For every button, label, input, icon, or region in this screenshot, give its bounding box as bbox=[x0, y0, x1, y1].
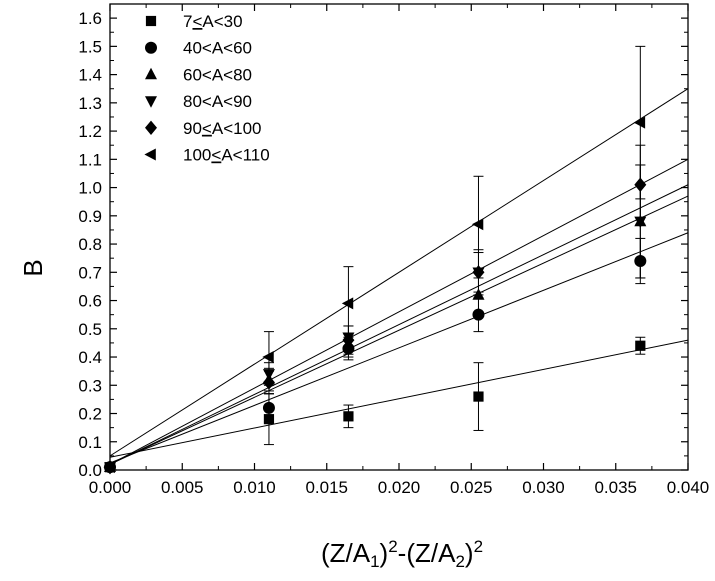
x-tick-label: 0.025 bbox=[450, 478, 493, 497]
data-point bbox=[343, 411, 354, 422]
y-tick-label: 0.1 bbox=[78, 433, 102, 452]
data-point bbox=[634, 255, 647, 268]
data-point bbox=[103, 461, 115, 474]
legend: 7<A<30 40<A<60 60<A<80 80<A<90 90<A<100 100<A… bbox=[144, 12, 270, 165]
x-axis-title: (Z/A1)2-(Z/A2)2 bbox=[321, 537, 483, 571]
legend-label: 40<A<60 bbox=[183, 39, 252, 58]
data-point bbox=[263, 414, 275, 425]
y-tick-label: 0.8 bbox=[78, 235, 102, 254]
legend-label: 100<A<110 bbox=[183, 146, 270, 165]
data-point bbox=[472, 265, 485, 280]
y-tick-label: 1.3 bbox=[78, 94, 102, 113]
y-tick-label: 0.5 bbox=[78, 320, 102, 339]
data-point bbox=[634, 216, 647, 229]
y-tick-label: 1.6 bbox=[78, 9, 102, 28]
legend-marker bbox=[145, 41, 157, 54]
data-point bbox=[473, 391, 484, 402]
fit-line bbox=[109, 158, 689, 465]
fit-line bbox=[109, 184, 689, 465]
data-point bbox=[634, 177, 647, 192]
x-tick-label: 0.000 bbox=[89, 478, 132, 497]
y-tick-label: 1.4 bbox=[78, 66, 102, 85]
data-point bbox=[262, 401, 275, 414]
legend-marker bbox=[145, 15, 157, 27]
y-tick-label: 0.0 bbox=[78, 461, 102, 480]
x-tick-label: 0.010 bbox=[233, 478, 276, 497]
legend-label: 7<A<30 bbox=[183, 12, 243, 31]
data-point bbox=[472, 308, 485, 321]
y-tick-label: 0.6 bbox=[78, 292, 102, 311]
x-tick-label: 0.005 bbox=[161, 478, 204, 497]
y-tick-label: 0.3 bbox=[78, 376, 102, 395]
y-tick-label: 0.9 bbox=[78, 207, 102, 226]
x-axis: 0.000 0.005 0.010 0.015 0.020 0.025 0.030 0.035… bbox=[89, 4, 710, 497]
x-tick-label: 0.040 bbox=[667, 478, 710, 497]
data-point bbox=[262, 375, 275, 390]
y-tick-label: 1.5 bbox=[78, 37, 102, 56]
data-point bbox=[341, 297, 354, 310]
legend-marker bbox=[145, 96, 157, 108]
y-tick-label: 0.7 bbox=[78, 263, 102, 282]
fit-line bbox=[109, 339, 689, 458]
x-tick-label: 0.035 bbox=[594, 478, 637, 497]
y-tick-label: 1.1 bbox=[78, 150, 102, 169]
data-point bbox=[342, 332, 355, 348]
y-tick-label: 0.2 bbox=[78, 405, 102, 424]
fit-line bbox=[109, 232, 689, 464]
legend-label: 80<A<90 bbox=[183, 92, 252, 111]
data-point bbox=[262, 351, 274, 364]
x-tick-label: 0.030 bbox=[522, 478, 565, 497]
data-point bbox=[262, 369, 275, 381]
fit-lines bbox=[109, 88, 689, 465]
y-axis-title: B bbox=[18, 259, 48, 276]
data-point bbox=[633, 116, 646, 129]
error-bars bbox=[263, 45, 646, 446]
legend-label: 90<A<100 bbox=[183, 119, 262, 138]
legend-marker bbox=[145, 67, 157, 80]
fit-line bbox=[109, 88, 689, 457]
data-point bbox=[471, 218, 484, 231]
x-tick-label: 0.015 bbox=[305, 478, 348, 497]
fit-line bbox=[109, 195, 689, 465]
y-tick-label: 0.4 bbox=[78, 348, 102, 367]
y-axis: 0.0 0.1 0.2 0.3 0.4 0.5 0.6 0.7 0.8 0.9 1.0 1.1 1.2 1… bbox=[78, 9, 688, 480]
data-point bbox=[635, 340, 646, 351]
legend-marker bbox=[145, 120, 157, 135]
data-point bbox=[472, 288, 485, 300]
markers bbox=[103, 116, 647, 475]
y-tick-label: 1.2 bbox=[78, 122, 102, 141]
legend-marker bbox=[144, 148, 156, 161]
x-tick-label: 0.020 bbox=[378, 478, 421, 497]
y-tick-label: 1.0 bbox=[78, 179, 102, 198]
legend-label: 60<A<80 bbox=[183, 65, 252, 84]
